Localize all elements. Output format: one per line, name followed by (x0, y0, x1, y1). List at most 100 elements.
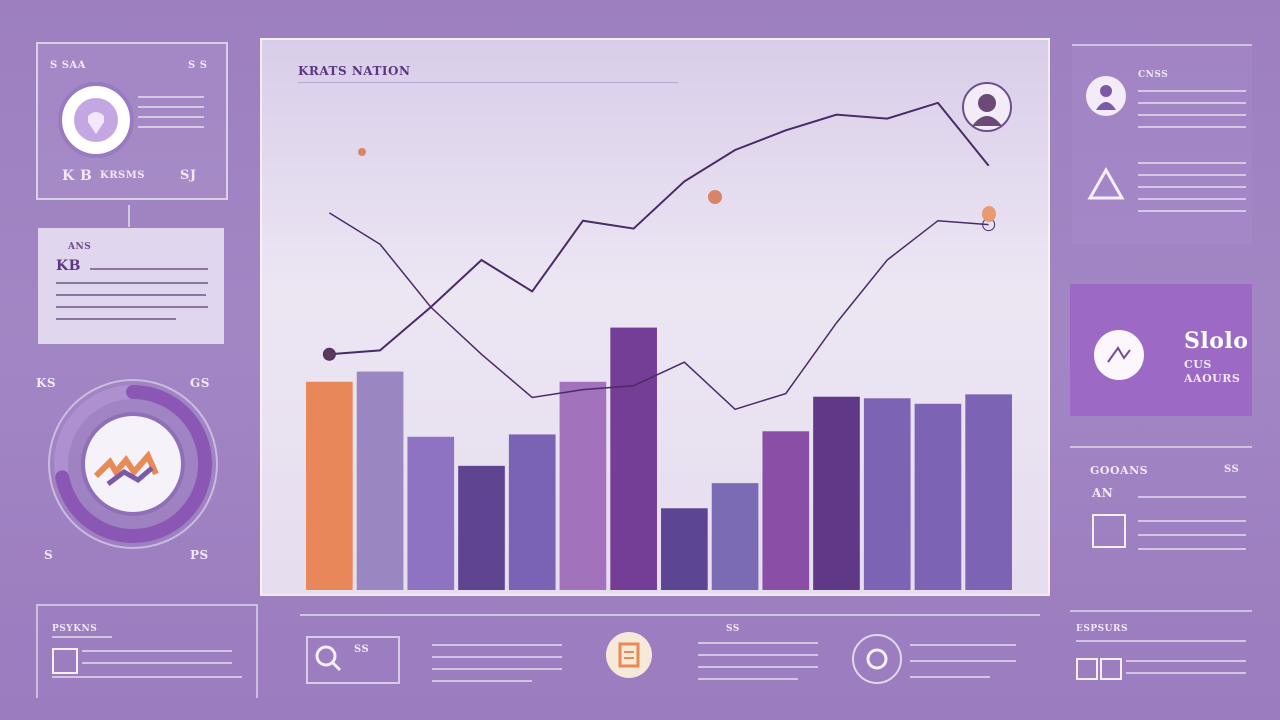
bottom-row (52, 676, 242, 678)
bottom-item-4a (910, 636, 1020, 686)
card-footer-left: K B (62, 168, 93, 184)
bottom-label: SS (726, 624, 740, 634)
chart-bar (965, 394, 1012, 590)
chart-bar (559, 381, 607, 590)
bottom-row (698, 666, 818, 668)
chart-bar (610, 327, 657, 590)
title-underline (298, 82, 678, 83)
progress-donut (48, 379, 218, 549)
bottom-row (432, 656, 562, 658)
chart-bar (914, 403, 962, 590)
bottom-row (698, 654, 818, 656)
text-row (56, 282, 208, 284)
bottom-row (82, 662, 232, 664)
donut-top-right: GS (190, 376, 210, 390)
block-row (1138, 162, 1246, 164)
bottom-item-3: SS (690, 624, 830, 688)
bottom-card-left: PSYKNS (36, 604, 258, 698)
chart-bar (508, 434, 556, 590)
pin-icon (358, 148, 366, 156)
chart-panel: KRATS NATION (260, 38, 1050, 596)
donut-bottom-right: PS (190, 548, 209, 562)
card-tag: ANS (68, 242, 92, 252)
block-row (1138, 198, 1246, 200)
block-row (1138, 534, 1246, 536)
block-row (1138, 186, 1246, 188)
chart-line-marker (322, 347, 336, 361)
donut-panel: KS GS S PS (30, 370, 240, 570)
text-row (56, 306, 208, 308)
box-icon (1092, 514, 1126, 548)
document-icon (606, 632, 652, 678)
bottom-row (1076, 640, 1246, 642)
shield-icon (62, 86, 130, 154)
triangle-icon (1086, 164, 1126, 204)
bottom-row (910, 660, 1016, 662)
bottom-row (698, 642, 818, 644)
left-card-text: ANS KB (38, 228, 224, 344)
donut-bottom-left: S (44, 548, 54, 562)
person-icon (1086, 76, 1126, 116)
chart-bar (306, 381, 353, 590)
bottom-row (432, 680, 532, 682)
block-corner: SS (1224, 464, 1240, 475)
chart-line-series (328, 212, 989, 411)
bottom-row (1126, 660, 1246, 662)
bottom-row (52, 636, 112, 638)
card-row (138, 116, 204, 118)
card-header-right: S S (188, 60, 208, 71)
card-footer-right: SJ (180, 168, 197, 183)
bottom-row (910, 644, 1016, 646)
globe-icon (1094, 330, 1144, 380)
bottom-row (82, 650, 232, 652)
chart-bar (762, 431, 810, 590)
search-icon (306, 636, 400, 684)
qr-icon (52, 648, 78, 674)
card-code: KB (56, 258, 82, 274)
text-row (56, 294, 206, 296)
connector-line (128, 205, 130, 227)
bottom-row (1126, 672, 1246, 674)
feature-line1: CUS (1184, 358, 1212, 371)
bottom-row (432, 644, 562, 646)
bottom-label: SS (354, 644, 370, 655)
block-row (1138, 90, 1246, 92)
left-card-top: S SAA S S K B KRSMS SJ (36, 42, 228, 200)
pin-icon (708, 190, 722, 204)
chart-bar (813, 396, 860, 590)
block-row (1138, 174, 1246, 176)
bottom-row (432, 668, 562, 670)
grid-icon (1100, 658, 1122, 680)
block-row (1138, 210, 1246, 212)
text-row (56, 318, 176, 320)
text-row (90, 268, 208, 270)
feature-card: Slolo CUS AAOURS (1070, 284, 1252, 416)
chart-bar (458, 465, 505, 590)
feature-title: Slolo (1184, 328, 1249, 354)
bottom-row (698, 678, 798, 680)
card-header-label: S SAA (50, 60, 86, 71)
block-row (1138, 520, 1246, 522)
feature-line2: AAOURS (1184, 372, 1241, 385)
block-row (1138, 126, 1246, 128)
block-title: CNSS (1138, 70, 1169, 80)
bottom-row (910, 676, 990, 678)
card-footer-mid: KRSMS (100, 170, 146, 181)
donut-top-left: KS (36, 376, 57, 390)
block-row (1138, 548, 1246, 550)
chart-bar (407, 436, 455, 590)
pin-icon (982, 206, 996, 222)
user-avatar-icon (962, 82, 1012, 132)
chart-bar (356, 371, 404, 590)
chart-bar (711, 483, 759, 590)
chart-bar (661, 508, 708, 590)
bottom-card-right: ESPSURS (1070, 610, 1252, 694)
bottom-label: PSYKNS (52, 624, 98, 634)
grid-icon (1076, 658, 1098, 680)
bottom-divider (300, 614, 1040, 616)
chart-title: KRATS NATION (298, 64, 411, 78)
block-row (1138, 102, 1246, 104)
bar-line-chart (306, 101, 1012, 590)
bottom-label: ESPSURS (1076, 624, 1128, 634)
block-code: AN (1092, 486, 1114, 500)
